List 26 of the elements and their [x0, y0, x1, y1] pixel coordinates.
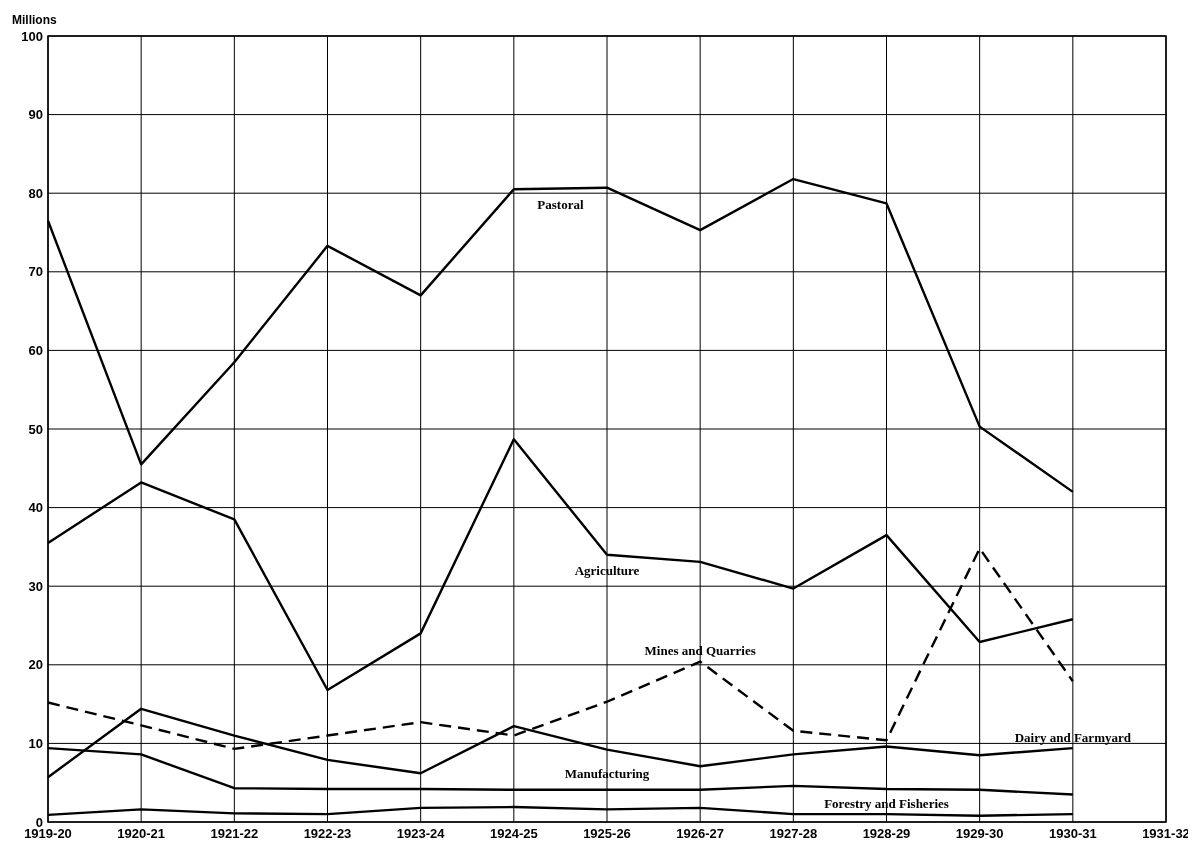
x-tick-label: 1924-25	[489, 826, 538, 841]
x-tick-label: 1922-23	[303, 826, 352, 841]
y-tick-label: 90	[28, 107, 43, 123]
series-label: Dairy and Farmyard	[1014, 729, 1132, 745]
y-tick-label: 50	[28, 421, 43, 437]
y-tick-label: 10	[28, 735, 43, 751]
x-tick-label: 1930-31	[1048, 826, 1097, 841]
x-tick-label: 1921-22	[210, 826, 259, 841]
y-tick-label: 20	[28, 657, 43, 673]
x-tick-label: 1923-24	[396, 826, 446, 841]
y-tick-label: 100	[21, 28, 43, 44]
x-tick-label: 1929-30	[955, 826, 1004, 841]
series-label: Agriculture	[574, 563, 640, 579]
y-tick-label: 60	[28, 342, 43, 358]
x-tick-label: 1927-28	[769, 826, 818, 841]
x-tick-label: 1928-29	[862, 826, 911, 841]
x-tick-label: 1926-27	[676, 826, 725, 841]
x-tick-label: 1925-26	[583, 826, 631, 841]
y-tick-label: 80	[28, 185, 43, 201]
y-axis-title: Millions	[12, 13, 57, 27]
y-tick-label: 70	[28, 264, 43, 280]
y-tick-label: 40	[28, 500, 43, 516]
y-tick-label: 30	[28, 578, 43, 594]
series-label: Manufacturing	[564, 766, 650, 782]
series-label: Pastoral	[537, 197, 584, 213]
x-tick-label: 1920-21	[117, 826, 166, 841]
